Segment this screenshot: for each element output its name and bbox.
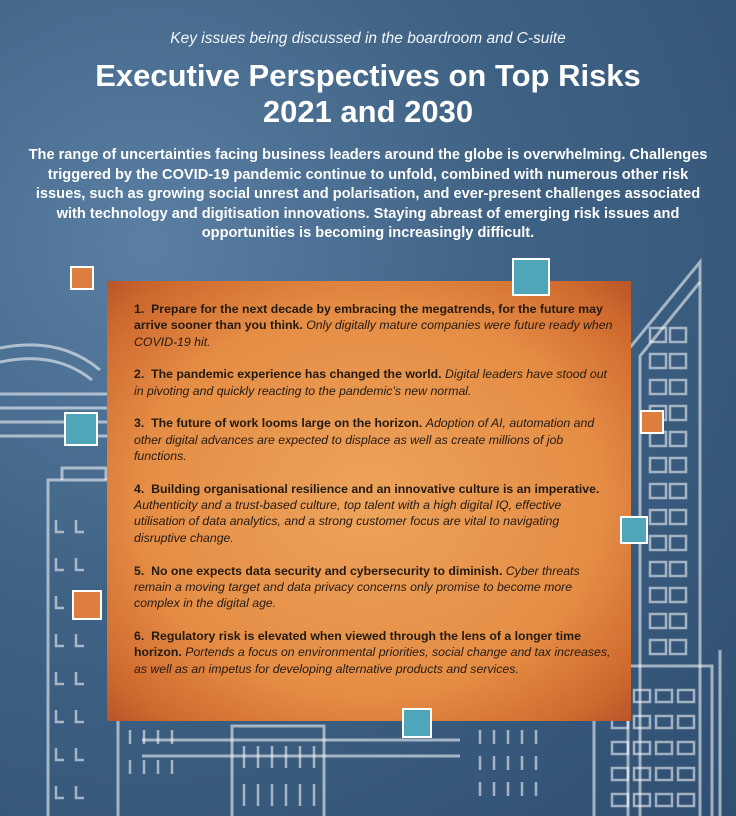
risk-item-2: 2. The pandemic experience has changed t…	[134, 366, 613, 399]
risk-item-1: 1. Prepare for the next decade by embrac…	[134, 301, 613, 350]
teal-accent-square	[512, 258, 550, 296]
title-line-2: 2021 and 2030	[262, 94, 474, 129]
intro-paragraph: The range of uncertainties facing busine…	[28, 147, 708, 241]
top-risks-card: 1. Prepare for the next decade by embrac…	[107, 281, 631, 721]
risk-description: Portends a focus on environmental priori…	[134, 645, 611, 676]
teal-accent-square	[620, 516, 648, 544]
page-title: Executive Perspectives on Top Risks 2021…	[40, 58, 696, 130]
teal-accent-square	[402, 708, 432, 738]
risk-headline: Building organisational resilience and a…	[151, 481, 600, 496]
teal-accent-square	[64, 412, 98, 446]
risk-number: 3.	[134, 416, 145, 431]
risk-number: 5.	[134, 563, 145, 578]
risk-number: 6.	[134, 628, 145, 643]
risk-description: Adoption of AI, automation and other dig…	[134, 416, 595, 464]
risk-headline: No one expects data security and cyberse…	[151, 563, 503, 578]
risk-description: Only digitally mature companies were fut…	[134, 318, 613, 349]
orange-accent-square	[640, 410, 664, 434]
risk-headline: Regulatory risk is elevated when viewed …	[134, 628, 581, 660]
risk-item-4: 4. Building organisational resilience an…	[134, 481, 613, 546]
risk-headline: Prepare for the next decade by embracing…	[134, 302, 603, 333]
risk-headline: The future of work looms large on the ho…	[151, 416, 423, 431]
risk-number: 1.	[134, 302, 145, 316]
risk-description: Cyber threats remain a moving target and…	[134, 563, 580, 611]
orange-accent-square	[70, 266, 94, 290]
risk-number: 4.	[134, 481, 145, 496]
risk-item-6: 6. Regulatory risk is elevated when view…	[134, 628, 613, 677]
tagline: Key issues being discussed in the boardr…	[170, 30, 566, 47]
risk-description: Digital leaders have stood out in pivoti…	[134, 367, 607, 398]
risk-headline: The pandemic experience has changed the …	[151, 367, 442, 382]
risk-item-3: 3. The future of work looms large on the…	[134, 415, 613, 464]
title-line-1: Executive Perspectives on Top Risks	[95, 58, 641, 93]
risk-number: 2.	[134, 367, 145, 382]
risk-item-5: 5. No one expects data security and cybe…	[134, 563, 613, 612]
orange-accent-square	[72, 590, 102, 620]
risk-description: Authenticity and a trust-based culture, …	[134, 498, 562, 545]
